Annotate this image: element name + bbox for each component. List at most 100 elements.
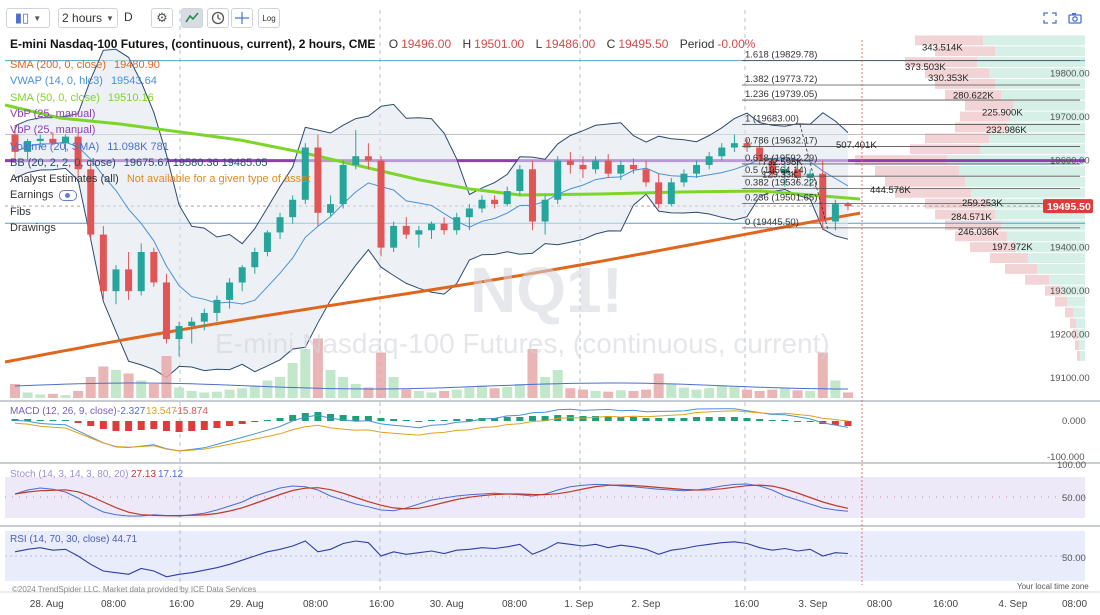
expand-icon[interactable] — [1043, 12, 1057, 24]
volume-bar — [779, 388, 790, 398]
volume-bar — [527, 349, 538, 398]
macd-histogram-bar — [629, 417, 637, 421]
volume-bar — [300, 349, 311, 398]
macd-histogram-bar — [390, 419, 398, 421]
volume-bar — [211, 391, 222, 398]
legend-value: 19510.16 — [107, 91, 154, 104]
eye-icon[interactable] — [59, 189, 78, 201]
macd-histogram-bar — [162, 421, 170, 431]
indicator-button[interactable] — [181, 8, 203, 28]
legend-item[interactable]: Analyst Estimates (all) Not available for… — [10, 171, 310, 187]
legend-item[interactable]: VbP (25, manual) — [10, 122, 95, 138]
volume-bar — [577, 389, 588, 398]
legend-item[interactable]: VbP (25, manual) — [10, 106, 95, 122]
legend-item[interactable]: Fibs — [10, 204, 31, 220]
vbp-bar-up — [1013, 100, 1085, 111]
vbp-bar-down — [935, 46, 995, 57]
price-axis-label: 19200.00 — [1050, 330, 1090, 341]
fib-label: 1.382 (19773.72) — [745, 74, 817, 85]
candle-body — [491, 199, 499, 205]
candle-body — [99, 234, 107, 292]
replay-button[interactable] — [207, 8, 229, 28]
candle-body — [617, 164, 625, 174]
legend-item[interactable]: Volume (20, SMA) 11.098K 781 — [10, 139, 169, 155]
legend-value: 19480.90 — [114, 59, 160, 71]
macd-histogram-bar — [440, 420, 448, 421]
period-value: -0.00% — [717, 37, 756, 51]
open-value: 19496.00 — [401, 37, 452, 51]
camera-icon[interactable] — [1068, 12, 1082, 24]
pane-separator — [0, 400, 1100, 402]
vbp-bar-down — [990, 253, 1028, 263]
vbp-bar-up — [1061, 285, 1085, 296]
watermark-symbol: NQ1! — [470, 254, 623, 326]
volume-bar — [401, 389, 412, 398]
fib-label: 0.236 (19501.65) — [745, 192, 817, 203]
volume-bar — [464, 387, 475, 398]
candle-body — [516, 169, 524, 192]
candle-body — [667, 182, 675, 205]
copyright-text: ©2024 TrendSpider LLC. Market data provi… — [12, 585, 257, 594]
volume-bar — [376, 352, 387, 398]
legend-item[interactable]: VWAP (14, 0, hlc3) 19543.64 — [10, 73, 157, 89]
time-axis-label: 08:00 — [1062, 599, 1087, 610]
crosshair-button[interactable] — [231, 8, 253, 28]
macd-histogram-bar — [806, 421, 814, 422]
low-label: L — [535, 37, 543, 51]
vbp-bar-up — [1001, 89, 1085, 100]
macd-histogram-bar — [655, 418, 663, 421]
chart-type-button[interactable]: ▮▯ ▼ — [6, 8, 50, 28]
legend-item[interactable]: SMA (50, 0, close) 19510.16 — [10, 90, 154, 106]
log-scale-button[interactable]: Log — [258, 8, 280, 28]
macd-histogram-bar — [730, 417, 738, 421]
macd-histogram-bar — [352, 416, 360, 421]
macd-histogram-bar — [61, 420, 69, 421]
legend-item[interactable]: SMA (200, 0, close) 19480.90 — [10, 57, 160, 73]
candle-body — [188, 321, 196, 326]
time-axis-label: 16:00 — [369, 599, 394, 610]
vbp-bar-down — [895, 187, 971, 198]
vbp-bar-down — [1070, 318, 1076, 329]
crosshair-icon — [235, 12, 249, 24]
legend-item[interactable]: Earnings — [10, 187, 78, 203]
chevron-down-icon: ▼ — [33, 13, 42, 23]
legend-item[interactable]: Drawings — [10, 220, 56, 236]
macd-histogram-bar — [364, 416, 372, 421]
vbp-bar-up — [971, 187, 1085, 198]
candlestick-icon: ▮▯ — [14, 10, 30, 25]
candle-body — [327, 204, 335, 213]
fib-label: 0.5 (19564.14) — [745, 165, 807, 176]
candle-body — [339, 164, 347, 205]
macd-legend-value: 13.547 — [146, 406, 177, 417]
candle-body — [137, 252, 145, 292]
candle-body — [440, 223, 448, 231]
vbp-bar-up — [989, 68, 1085, 78]
macd-histogram-bar — [339, 415, 347, 421]
sma200-line — [4, 211, 861, 364]
macd-histogram-bar — [87, 421, 95, 426]
vbp-bar-up — [980, 144, 1085, 155]
legend-item[interactable]: BB (20, 2, 2, 0, close) 19675.67 19580.36… — [10, 155, 268, 171]
volume-bar — [489, 388, 500, 398]
candle-body — [718, 147, 726, 157]
volume-sma-line — [14, 382, 848, 390]
daily-button[interactable]: D — [124, 10, 133, 24]
macd-histogram-bar — [831, 421, 839, 425]
pane-separator — [0, 462, 1100, 464]
local-time-label[interactable]: Your local time zone — [1017, 582, 1089, 591]
vbp-volume-label: 225.900K — [982, 108, 1023, 119]
time-axis-label: 08:00 — [502, 599, 527, 610]
volume-bar — [98, 366, 109, 398]
chart-title-line: E-mini Nasdaq-100 Futures, (continuous, … — [10, 37, 755, 51]
interval-select[interactable]: 2 hours ▼ — [58, 8, 118, 28]
vbp-bar-up — [1067, 296, 1085, 307]
candle-body — [428, 223, 435, 231]
vbp-bar-up — [959, 166, 1085, 176]
volume-bar — [73, 391, 84, 398]
candle-body — [289, 199, 297, 218]
candle-body — [642, 169, 650, 183]
settings-button[interactable]: ⚙ — [151, 8, 173, 28]
candle-body — [528, 169, 536, 222]
vbp-volume-label: 330.353K — [928, 73, 969, 84]
